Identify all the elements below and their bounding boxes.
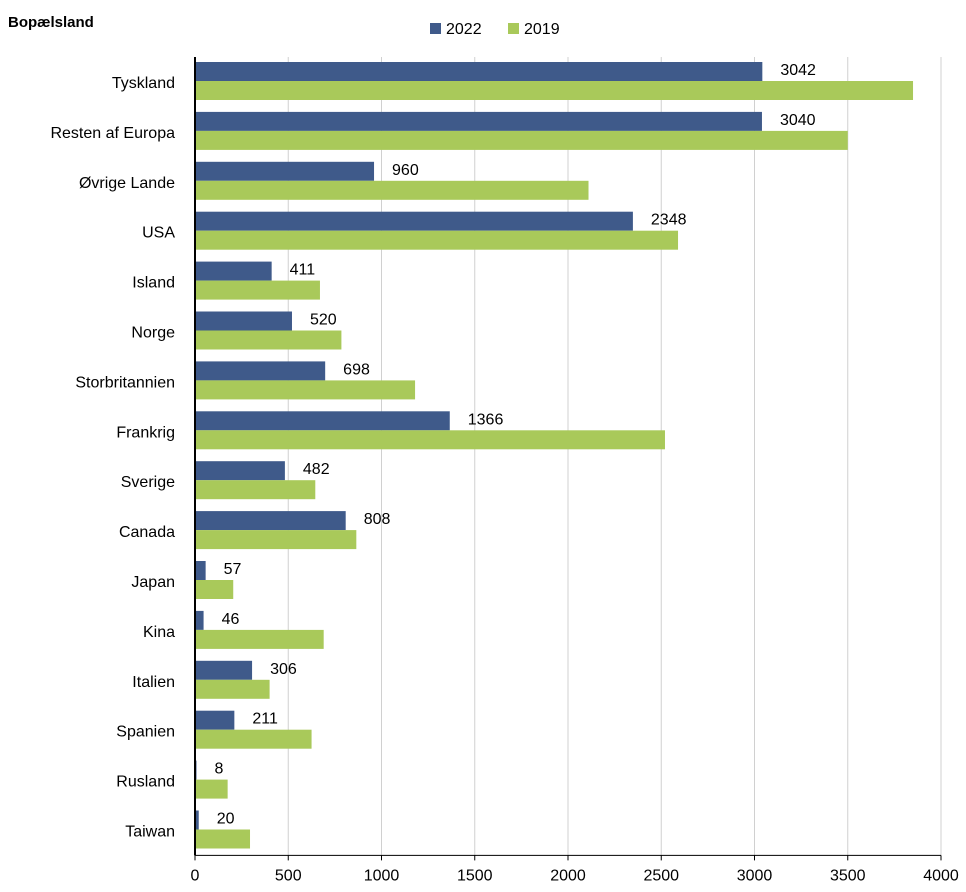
bar-2022-italien	[195, 660, 253, 680]
legend-swatch-2019	[508, 23, 519, 34]
legend-label-2019: 2019	[524, 21, 560, 38]
bars	[195, 62, 914, 849]
bar-2019-taiwan	[195, 829, 251, 849]
x-tick-label: 2000	[550, 867, 586, 884]
data-label-2022: 808	[364, 511, 391, 528]
data-label-2022: 960	[392, 162, 419, 179]
data-label-2022: 20	[217, 811, 235, 828]
bar-2019-rusland	[195, 779, 228, 799]
data-label-2022: 211	[252, 711, 278, 728]
bar-2019-frankrig	[195, 430, 665, 450]
category-label: Sverige	[121, 474, 175, 491]
bar-2022-spanien	[195, 710, 235, 730]
bar-2022-norge	[195, 311, 292, 331]
category-label: Frankrig	[116, 424, 175, 441]
x-tick-label: 3000	[737, 867, 773, 884]
x-tick-label: 2500	[643, 867, 679, 884]
bar-2019-canada	[195, 530, 357, 550]
bar-2019-resten-af-europa	[195, 130, 848, 150]
x-tick-label: 1000	[364, 867, 400, 884]
category-label: Kina	[143, 624, 175, 641]
category-label: Japan	[131, 574, 175, 591]
bar-2019-øvrige-lande	[195, 180, 589, 200]
x-tick-label: 4000	[923, 867, 959, 884]
x-tick-label: 500	[275, 867, 302, 884]
bar-2022-japan	[195, 561, 206, 580]
x-tick-label: 0	[191, 867, 200, 884]
category-label: Italien	[132, 674, 175, 691]
bar-2019-island	[195, 280, 320, 300]
bar-2022-tyskland	[195, 62, 763, 81]
x-tick-label: 1500	[457, 867, 493, 884]
legend-label-2022: 2022	[446, 21, 482, 38]
data-label-2022: 411	[290, 262, 316, 279]
data-label-2022: 3042	[780, 62, 816, 79]
bar-2022-sverige	[195, 461, 285, 481]
legend: 2022 2019	[430, 21, 560, 38]
bar-2022-taiwan	[195, 810, 199, 830]
x-tick-label: 3500	[830, 867, 866, 884]
category-label: Spanien	[116, 724, 175, 741]
data-label-2022: 2348	[651, 212, 687, 229]
legend-swatch-2022	[430, 23, 441, 34]
category-label: Resten af Europa	[50, 125, 175, 142]
bar-2022-kina	[195, 610, 204, 630]
axes: 0 500 1000 1500 2000 2500 3000 3500 4000	[191, 57, 959, 884]
bar-2019-sverige	[195, 480, 316, 500]
data-label-2022: 520	[310, 312, 337, 329]
category-label: Øvrige Lande	[79, 175, 175, 192]
category-label: Norge	[131, 324, 175, 341]
bar-2022-frankrig	[195, 411, 450, 431]
category-label: Storbritannien	[75, 374, 175, 391]
gridlines	[287, 57, 942, 856]
bar-2022-canada	[195, 511, 346, 531]
bar-2022-resten-af-europa	[195, 111, 762, 131]
data-label-2022: 46	[222, 611, 240, 628]
data-label-2022: 698	[343, 361, 370, 378]
data-label-2022: 1366	[468, 411, 504, 428]
category-label: Rusland	[116, 774, 175, 791]
bar-2022-øvrige-lande	[195, 161, 375, 181]
category-label: Canada	[119, 524, 175, 541]
category-axis-title: Bopælsland	[8, 14, 94, 31]
category-label: USA	[142, 225, 175, 242]
bar-2019-japan	[195, 580, 234, 599]
bar-2019-spanien	[195, 729, 312, 749]
bar-2019-tyskland	[195, 81, 914, 100]
category-label: Taiwan	[125, 823, 175, 840]
data-label-2022: 57	[224, 561, 242, 578]
bar-2019-storbritannien	[195, 380, 416, 400]
bar-2019-italien	[195, 679, 270, 699]
data-label-2022: 3040	[780, 112, 816, 129]
bar-2022-island	[195, 261, 272, 281]
data-label-2022: 306	[270, 661, 297, 678]
category-label: Tyskland	[112, 75, 175, 92]
bar-2019-usa	[195, 230, 679, 250]
data-label-2022: 8	[214, 761, 223, 778]
bar-2022-storbritannien	[195, 361, 326, 381]
bar-2019-norge	[195, 330, 342, 350]
labels: Tyskland 3042 Resten af Europa 3040 Øvrige L…	[50, 62, 816, 840]
bar-2019-kina	[195, 629, 324, 649]
data-label-2022: 482	[303, 461, 330, 478]
category-label: Island	[132, 275, 175, 292]
bar-2022-usa	[195, 211, 633, 231]
